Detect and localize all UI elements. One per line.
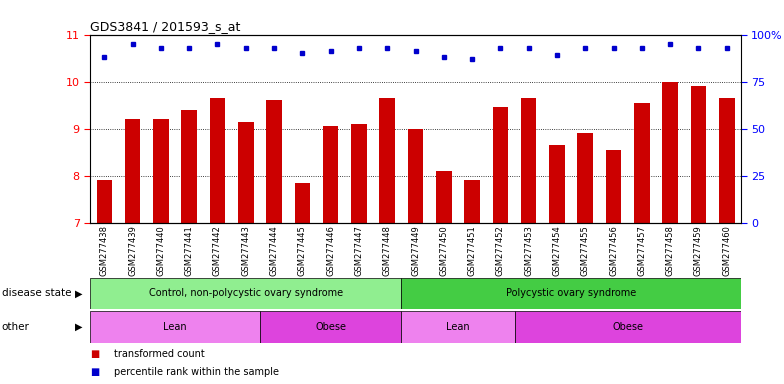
Text: disease state: disease state <box>2 288 71 298</box>
Bar <box>323 126 339 223</box>
Bar <box>691 86 706 223</box>
Text: Polycystic ovary syndrome: Polycystic ovary syndrome <box>506 288 637 298</box>
Text: ■: ■ <box>90 366 100 377</box>
Bar <box>436 171 452 223</box>
Text: percentile rank within the sample: percentile rank within the sample <box>114 366 278 377</box>
Bar <box>125 119 140 223</box>
Bar <box>634 103 650 223</box>
Bar <box>295 183 310 223</box>
Bar <box>662 82 678 223</box>
Text: Lean: Lean <box>446 322 470 332</box>
Bar <box>238 122 253 223</box>
Text: Control, non-polycystic ovary syndrome: Control, non-polycystic ovary syndrome <box>149 288 343 298</box>
Bar <box>90 311 260 343</box>
Text: ▶: ▶ <box>74 288 82 298</box>
Bar <box>514 311 741 343</box>
Bar <box>578 133 593 223</box>
Bar <box>351 124 367 223</box>
Bar <box>90 278 401 309</box>
Bar <box>181 110 197 223</box>
Text: GDS3841 / 201593_s_at: GDS3841 / 201593_s_at <box>90 20 241 33</box>
Bar <box>550 145 564 223</box>
Bar <box>401 311 514 343</box>
Text: transformed count: transformed count <box>114 349 205 359</box>
Bar <box>260 311 401 343</box>
Text: other: other <box>2 322 30 332</box>
Bar <box>719 98 735 223</box>
Bar <box>521 98 536 223</box>
Text: Obese: Obese <box>612 322 643 332</box>
Bar <box>401 278 741 309</box>
Text: Obese: Obese <box>315 322 347 332</box>
Bar <box>209 98 225 223</box>
Bar <box>606 150 622 223</box>
Text: ▶: ▶ <box>74 322 82 332</box>
Bar <box>96 180 112 223</box>
Text: ■: ■ <box>90 349 100 359</box>
Bar <box>408 129 423 223</box>
Bar <box>153 119 169 223</box>
Text: Lean: Lean <box>163 322 187 332</box>
Bar <box>379 98 395 223</box>
Bar <box>464 180 480 223</box>
Bar <box>267 101 281 223</box>
Bar <box>492 108 508 223</box>
